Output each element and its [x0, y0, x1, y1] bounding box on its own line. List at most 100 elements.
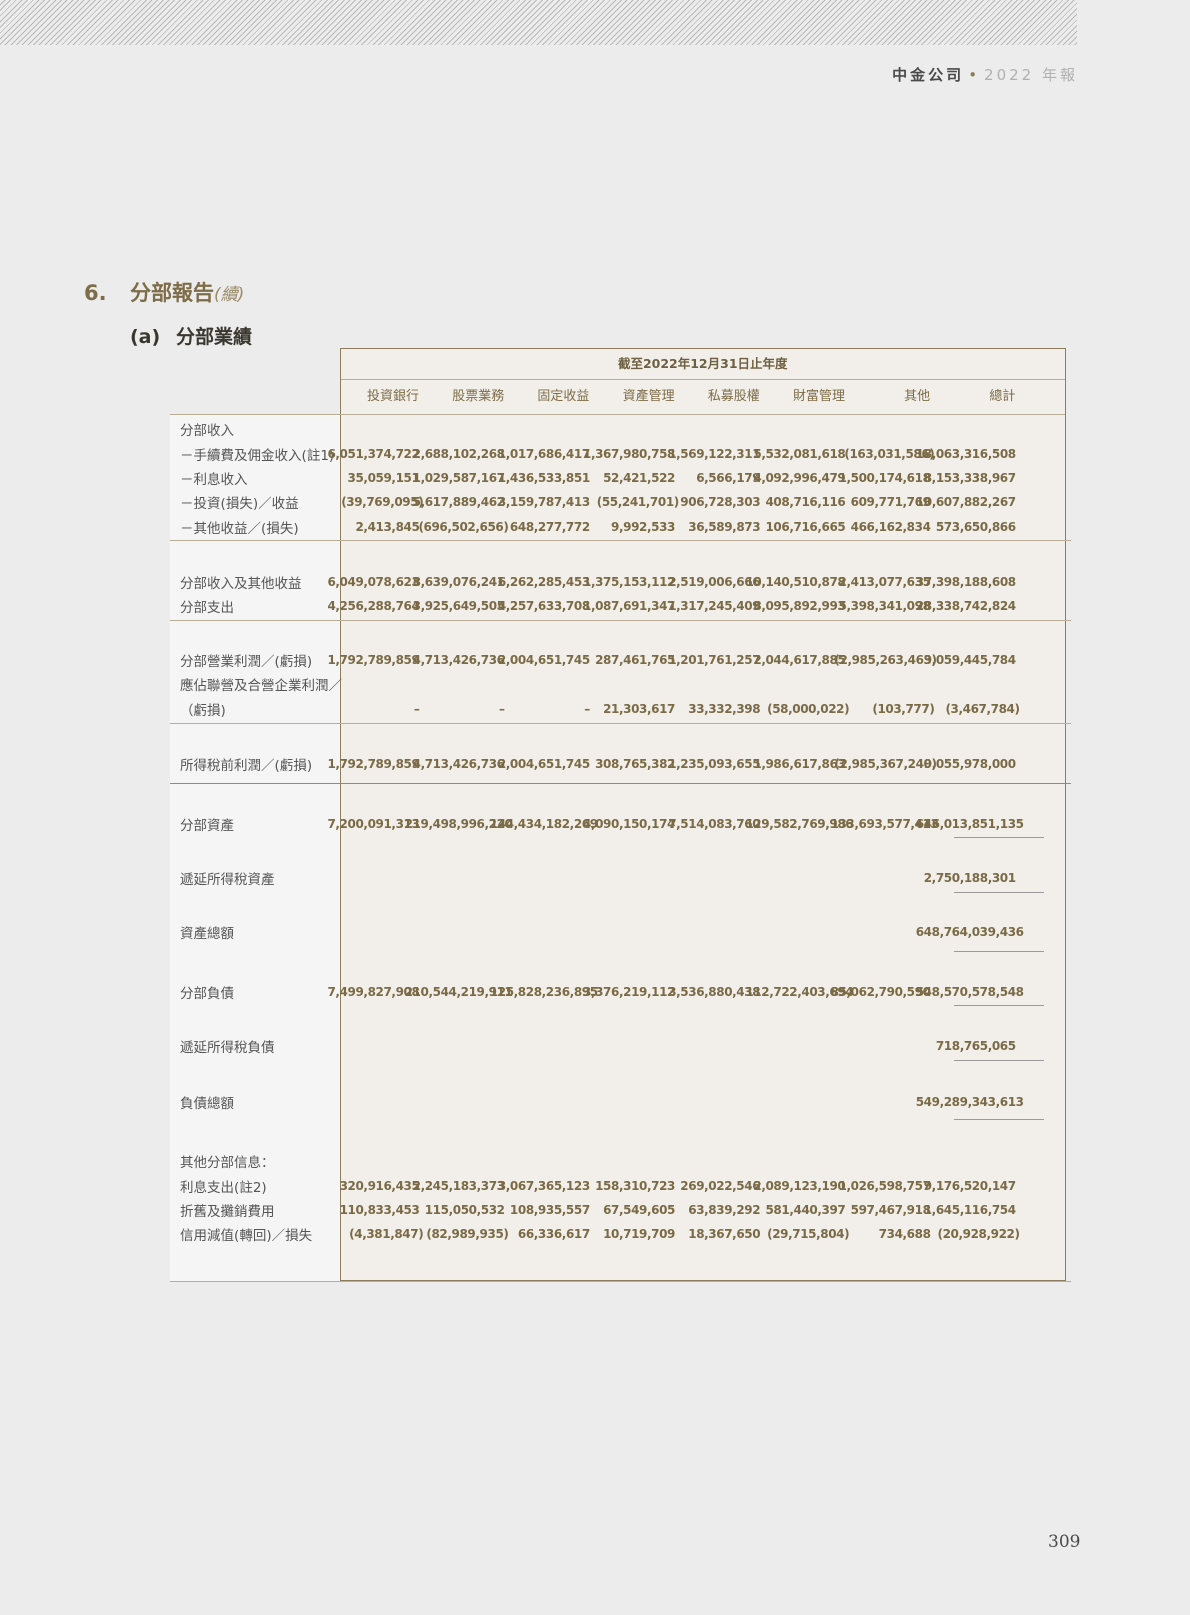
row-label: －投資(損失)／收益	[180, 496, 299, 513]
table-cell: 52,421,522	[603, 471, 675, 486]
table-cell: 106,716,665	[765, 519, 846, 534]
table-cell: 1,235,093,655	[668, 756, 761, 771]
table-cell: 5,532,081,618	[753, 446, 846, 461]
table-cell: 4,256,288,764	[327, 598, 420, 613]
table-cell: 63,839,292	[688, 1203, 761, 1217]
table-cell: (58,000,022)	[767, 701, 850, 716]
table-cell: 112,722,403,694	[745, 985, 854, 1000]
table-cell: 718,765,065	[935, 1039, 1016, 1054]
table-cell: 466,162,834	[850, 519, 931, 534]
table-cell: 108,935,557	[509, 1203, 590, 1217]
period-header: 截至2022年12月31日止年度	[340, 348, 1065, 381]
column-header: 總計	[989, 389, 1016, 405]
table-cell: 1,436,533,851	[497, 471, 590, 486]
table-cell: 1,569,122,311	[668, 446, 761, 461]
section-heading: 6. 分部報告(續)	[84, 277, 244, 307]
table-cell: 110,833,453	[339, 1203, 420, 1217]
table-cell: –	[584, 701, 590, 716]
table-cell: 9,059,445,784	[923, 653, 1016, 668]
table-cell: 2,688,102,268	[412, 446, 505, 461]
row-divider	[170, 783, 1072, 785]
row-label: 折舊及攤銷費用	[180, 1204, 275, 1220]
table-cell: 2,004,651,745	[497, 756, 590, 771]
table-cell: 2,750,188,301	[923, 870, 1016, 885]
row-label: 利息支出(註2)	[180, 1179, 267, 1196]
table-cell: 3,536,880,438	[668, 985, 761, 1000]
table-cell: (3,467,784)	[945, 701, 1020, 716]
decorative-hatch-band	[0, 0, 1077, 45]
table-cell: 734,688	[878, 1227, 931, 1242]
table-cell: (82,989,935)	[426, 1227, 509, 1242]
column-header: 固定收益	[537, 389, 590, 405]
column-header: 其他	[904, 389, 931, 405]
table-cell: 6,566,179	[696, 471, 761, 486]
table-cell: 6,051,374,722	[327, 446, 420, 461]
total-underline	[954, 837, 1045, 839]
total-underline	[954, 1004, 1045, 1006]
row-divider	[170, 619, 1072, 621]
row-label: 分部收入及其他收益	[180, 575, 302, 592]
column-header: 財富管理	[792, 389, 845, 405]
row-label: 遞延所得稅負債	[180, 1040, 275, 1057]
table-cell: 2,004,651,745	[497, 653, 590, 668]
row-label: 分部收入	[180, 422, 235, 439]
row-label: －其他收益／(損失)	[180, 520, 299, 537]
table-cell: 35,059,151	[347, 471, 420, 486]
table-cell: 4,713,426,736	[412, 756, 505, 771]
table-cell: 9,992,533	[611, 519, 675, 534]
table-cell: (2,985,367,240)	[834, 756, 937, 771]
page-number: 309	[1048, 1532, 1081, 1552]
column-header: 私募股權	[707, 389, 760, 405]
table-cell: 33,332,398	[688, 701, 761, 716]
row-label: 負債總額	[180, 1095, 235, 1112]
table-cell: 1,026,598,757	[838, 1178, 931, 1193]
table-cell: (163,031,586)	[844, 446, 935, 461]
table-cell: 1,792,789,859	[327, 653, 420, 668]
table-cell: 646,013,851,135	[915, 816, 1024, 831]
table-cell: 66,336,617	[517, 1227, 590, 1242]
table-cell: 8,095,892,993	[753, 598, 846, 613]
table-cell: 3,159,787,413	[497, 495, 590, 510]
table-cell: 1,201,761,257	[668, 653, 761, 668]
section-number: 6.	[84, 281, 107, 305]
table-cell: 1,029,587,167	[412, 471, 505, 486]
table-cell: 133,693,577,413	[830, 816, 939, 831]
subsection-heading: (a) 分部業績	[130, 322, 252, 349]
table-cell: 1,367,980,758	[583, 446, 675, 461]
column-header: 資產管理	[622, 389, 675, 405]
row-label: （虧損)	[180, 702, 226, 719]
subsection-title: 分部業績	[176, 326, 253, 348]
table-cell: (20,928,922)	[937, 1227, 1020, 1242]
table-cell: 10,719,709	[603, 1227, 675, 1242]
table-cell: (696,502,656)	[418, 519, 509, 534]
table-cell: 85,062,790,590	[830, 985, 931, 1000]
table-cell: 2,413,845	[355, 519, 420, 534]
row-label: 其他分部信息：	[180, 1154, 275, 1171]
table-cell: 648,277,772	[509, 519, 590, 534]
subsection-number: (a)	[130, 326, 161, 348]
table-cell: 10,607,882,267	[915, 495, 1016, 510]
section-title: 分部報告	[130, 281, 214, 305]
table-cell: 5,617,889,462	[412, 495, 505, 510]
total-underline	[954, 891, 1045, 893]
table-cell: 1,375,153,112	[583, 574, 675, 589]
table-cell: 3,925,649,505	[412, 598, 505, 613]
row-label: 分部資產	[180, 817, 235, 834]
row-divider	[170, 540, 1072, 542]
section-continued: (續)	[214, 285, 245, 305]
table-cell: (39,769,095)	[341, 495, 424, 510]
row-label: 信用減值(轉回)／損失	[180, 1228, 313, 1245]
table-cell: 548,570,578,548	[915, 985, 1024, 1000]
table-cell: 3,067,365,123	[497, 1178, 590, 1193]
table-cell: 308,765,382	[595, 756, 675, 771]
table-cell: 10,140,510,878	[745, 574, 846, 589]
table-cell: 2,044,617,885	[753, 653, 846, 668]
table-cell: 129,582,769,986	[745, 816, 854, 831]
row-label: 分部負債	[180, 986, 235, 1003]
total-underline	[954, 1059, 1045, 1061]
table-cell: 1,792,789,859	[327, 756, 420, 771]
numeric-area	[339, 347, 1066, 1281]
table-cell: 549,289,343,613	[915, 1094, 1024, 1109]
row-label: 資產總額	[180, 926, 235, 943]
table-cell: 8,153,338,967	[923, 471, 1016, 486]
